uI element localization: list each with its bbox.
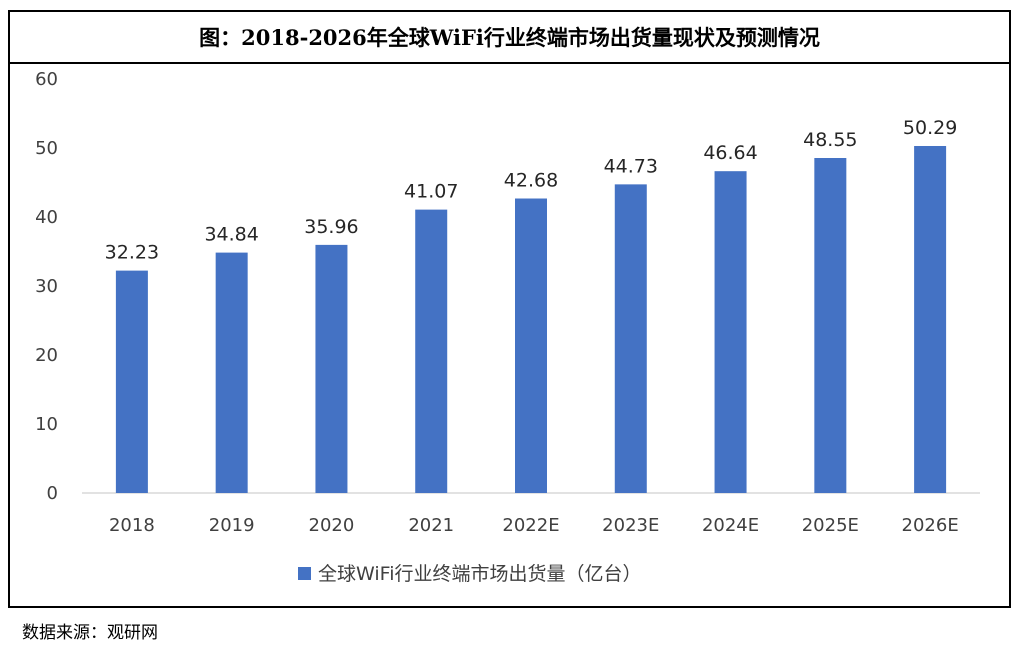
x-tick-label: 2023E bbox=[602, 515, 659, 536]
x-tick-label: 2019 bbox=[209, 515, 255, 536]
y-tick-label: 20 bbox=[35, 345, 58, 366]
data-label: 35.96 bbox=[304, 216, 358, 238]
x-tick-label: 2024E bbox=[702, 515, 759, 536]
bar bbox=[914, 145, 947, 493]
bar bbox=[415, 209, 448, 493]
source-note: 数据来源：观研网 bbox=[22, 623, 158, 643]
y-tick-label: 60 bbox=[35, 69, 58, 90]
x-axis: 2018 2019 2020 2021 2022E 2023E 2024E 2025E 2026… bbox=[82, 492, 980, 536]
x-tick-label: 2025E bbox=[802, 515, 859, 536]
chart-title: 图：2018-2026年全球WiFi行业终端市场出货量现状及预测情况 bbox=[199, 25, 820, 50]
bar bbox=[115, 270, 148, 493]
y-tick-label: 0 bbox=[47, 483, 58, 504]
bar bbox=[315, 244, 348, 493]
y-tick-label: 40 bbox=[35, 207, 58, 228]
data-label: 48.55 bbox=[803, 129, 857, 151]
x-tick-label: 2020 bbox=[309, 515, 355, 536]
x-tick-label: 2022E bbox=[502, 515, 559, 536]
legend-swatch bbox=[298, 567, 311, 580]
y-tick-label: 10 bbox=[35, 414, 58, 435]
x-tick-label: 2021 bbox=[408, 515, 454, 536]
y-tick-label: 50 bbox=[35, 138, 58, 159]
data-label: 42.68 bbox=[504, 170, 558, 192]
bar bbox=[714, 171, 747, 493]
bar bbox=[515, 198, 547, 493]
data-label: 32.23 bbox=[105, 242, 159, 264]
bar-series bbox=[115, 145, 947, 493]
legend-label: 全球WiFi行业终端市场出货量（亿台） bbox=[318, 563, 641, 585]
data-labels: 32.23 34.84 35.96 41.07 42.68 44.73 46.64 48.55… bbox=[105, 117, 958, 264]
data-label: 50.29 bbox=[903, 117, 957, 139]
chart-frame: 图：2018-2026年全球WiFi行业终端市场出货量现状及预测情况 bbox=[8, 10, 1011, 608]
x-tick-label: 2026E bbox=[902, 515, 959, 536]
bar bbox=[614, 184, 647, 493]
data-label: 41.07 bbox=[404, 181, 458, 203]
y-axis: 0 10 20 30 40 50 60 bbox=[35, 69, 58, 504]
legend: 全球WiFi行业终端市场出货量（亿台） bbox=[298, 563, 641, 585]
y-tick-label: 30 bbox=[35, 276, 58, 297]
title-bar: 图：2018-2026年全球WiFi行业终端市场出货量现状及预测情况 bbox=[10, 12, 1009, 64]
x-tick-label: 2018 bbox=[109, 515, 155, 536]
data-label: 44.73 bbox=[604, 155, 658, 177]
data-label: 46.64 bbox=[703, 142, 757, 164]
data-label: 34.84 bbox=[204, 224, 258, 246]
bar bbox=[215, 252, 248, 493]
bar bbox=[814, 158, 847, 493]
